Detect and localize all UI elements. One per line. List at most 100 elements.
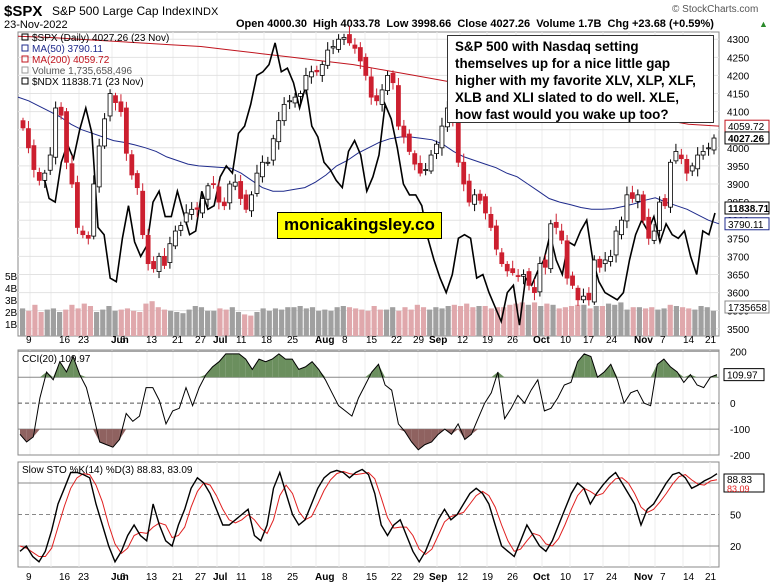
volume-bar bbox=[248, 315, 254, 336]
candle-down bbox=[553, 221, 559, 228]
x-tick-label: 25 bbox=[287, 335, 299, 346]
legend-swatch-icon bbox=[21, 66, 29, 74]
candle-up bbox=[673, 151, 679, 162]
candle-down bbox=[140, 190, 146, 236]
copyright: © StockCharts.com bbox=[672, 4, 758, 15]
cci-overbought-fill bbox=[298, 366, 306, 378]
x-tick-label: 10 bbox=[560, 335, 572, 346]
volume-bar bbox=[445, 306, 451, 336]
tag-value-ma50: 3790.11 bbox=[728, 220, 764, 231]
cci-overbought-fill bbox=[232, 353, 240, 378]
x-tick-label: Jun bbox=[111, 572, 129, 583]
cci-overbought-fill bbox=[584, 353, 591, 378]
cci-oversold-fill bbox=[424, 429, 432, 445]
volume-bar bbox=[242, 314, 248, 336]
candle-up bbox=[287, 100, 293, 103]
cci-oversold-fill bbox=[458, 429, 465, 440]
cci-overbought-fill bbox=[604, 364, 611, 378]
candle-down bbox=[526, 271, 532, 286]
cci-tick-label: 0 bbox=[730, 399, 736, 410]
sto-d-line bbox=[19, 470, 718, 557]
cci-oversold-fill bbox=[20, 429, 27, 443]
candle-up bbox=[537, 263, 543, 293]
candle-down bbox=[58, 106, 64, 116]
x-tick-label: 21 bbox=[172, 572, 184, 583]
candle-down bbox=[515, 275, 521, 277]
candle-down bbox=[134, 173, 140, 189]
volume-bar bbox=[439, 308, 445, 336]
candle-down bbox=[26, 128, 31, 149]
index-name: S&P 500 Large Cap Index bbox=[52, 4, 191, 18]
volume-bar bbox=[334, 307, 340, 336]
candle-up bbox=[265, 161, 271, 164]
x-tick-label: 23 bbox=[78, 572, 90, 583]
candle-down bbox=[80, 230, 86, 236]
candle-up bbox=[232, 181, 238, 187]
candle-down bbox=[532, 287, 537, 293]
volume-bar bbox=[402, 307, 408, 336]
candle-down bbox=[678, 154, 684, 160]
cci-tick-label: 200 bbox=[730, 347, 747, 358]
candle-down bbox=[31, 145, 37, 170]
volume-bar bbox=[223, 309, 229, 336]
volume-bar bbox=[562, 307, 568, 336]
cci-overbought-fill bbox=[677, 372, 684, 378]
volume-bar bbox=[470, 307, 476, 336]
candle-down bbox=[510, 268, 516, 274]
volume-bar bbox=[254, 312, 260, 336]
volume-bar bbox=[636, 307, 642, 336]
candle-up bbox=[624, 194, 630, 222]
candle-up bbox=[183, 212, 189, 223]
candle-up bbox=[303, 75, 309, 91]
volume-bar bbox=[679, 307, 686, 336]
x-tick-label: 27 bbox=[195, 572, 207, 583]
cci-overbought-fill bbox=[239, 353, 246, 378]
x-tick-label: 15 bbox=[366, 335, 378, 346]
cci-tick-label: -100 bbox=[730, 425, 750, 436]
volume-bar bbox=[710, 310, 716, 336]
x-tick-label: 15 bbox=[366, 572, 378, 583]
candle-down bbox=[64, 111, 69, 163]
x-tick-label: 7 bbox=[660, 335, 666, 346]
volume-bar bbox=[50, 308, 57, 336]
candle-up bbox=[591, 259, 597, 303]
candle-up bbox=[521, 274, 526, 277]
exchange-name: INDX bbox=[192, 6, 219, 18]
cci-overbought-fill bbox=[670, 366, 678, 378]
x-tick-label: 12 bbox=[457, 335, 469, 346]
x-tick-label: 27 bbox=[195, 335, 207, 346]
volume-bar bbox=[624, 309, 630, 336]
volume-bar bbox=[451, 304, 457, 336]
legend-swatch-icon bbox=[21, 33, 29, 41]
cci-overbought-fill bbox=[245, 359, 253, 378]
volume-bar bbox=[618, 302, 624, 336]
volume-bar bbox=[118, 309, 124, 336]
candle-up bbox=[651, 230, 657, 241]
candle-down bbox=[118, 101, 124, 113]
volume-bar bbox=[106, 306, 112, 336]
candle-down bbox=[20, 120, 26, 129]
volume-bar bbox=[649, 307, 655, 336]
candle-down bbox=[575, 287, 581, 301]
x-tick-label: 21 bbox=[705, 572, 717, 583]
volume-bar bbox=[353, 308, 359, 336]
volume-bar bbox=[211, 310, 217, 336]
cci-oversold-fill bbox=[99, 429, 107, 445]
x-tick-label: 6 bbox=[120, 572, 126, 583]
price-tick-label: 4200 bbox=[727, 71, 750, 82]
x-tick-label: 8 bbox=[342, 572, 348, 583]
cci-oversold-fill bbox=[93, 429, 100, 443]
ndx-line bbox=[42, 42, 716, 326]
volume-bar bbox=[75, 308, 81, 336]
volume-bar bbox=[186, 309, 192, 336]
x-tick-label: 21 bbox=[172, 335, 184, 346]
candle-down bbox=[36, 172, 42, 181]
candle-up bbox=[434, 143, 439, 154]
candle-up bbox=[668, 161, 673, 208]
candle-down bbox=[194, 207, 200, 210]
x-tick-label: 12 bbox=[457, 572, 469, 583]
volume-bar bbox=[235, 312, 242, 336]
candle-up bbox=[292, 96, 298, 104]
legend-entry: Volume 1,735,658,496 bbox=[32, 66, 133, 77]
x-tick-label: 25 bbox=[287, 572, 299, 583]
